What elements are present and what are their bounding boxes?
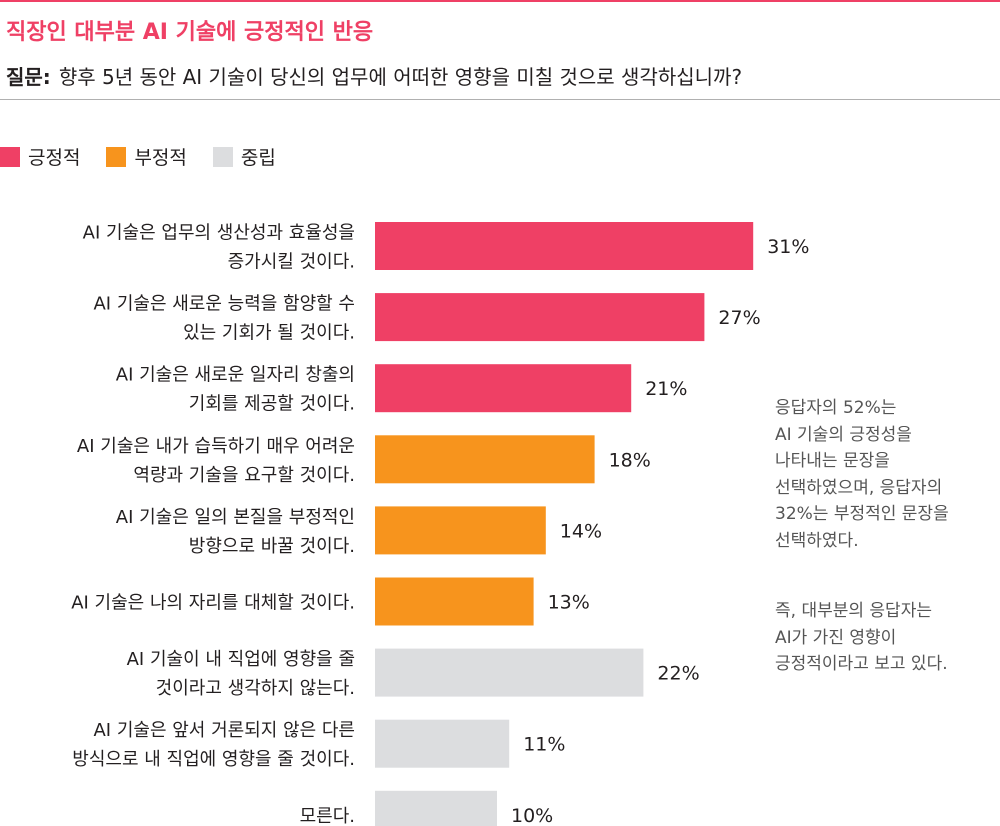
category-label: 증가시킬 것이다.	[228, 252, 355, 273]
category-label: 방향으로 바꿀 것이다.	[189, 536, 355, 557]
bar	[375, 506, 546, 555]
category-label: AI 기술은 새로운 일자리 창출의	[116, 365, 355, 386]
legend-swatch-negative	[106, 146, 127, 167]
category-label: AI 기술은 업무의 생산성과 효율성을	[83, 223, 355, 244]
divider	[0, 99, 1000, 100]
annotation-note-1: 응답자의 52%는 AI 기술의 긍정성을 나타내는 문장을 선택하였으며, 응…	[775, 395, 1000, 554]
question: 질문: 향후 5년 동안 AI 기술이 당신의 업무에 어떠한 영향을 미칠 것으…	[6, 61, 742, 90]
note-line: 즉, 대부분의 응답자는	[775, 601, 932, 621]
category-label: 기회를 제공할 것이다.	[189, 394, 355, 415]
data-label: 27%	[718, 307, 760, 329]
question-label: 질문:	[6, 65, 51, 89]
category-label: 것이라고 생각하지 않는다.	[156, 678, 355, 699]
legend-label-positive: 긍정적	[28, 147, 81, 169]
category-label: AI 기술은 일의 본질을 부정적인	[116, 507, 355, 528]
data-label: 14%	[560, 520, 602, 542]
chart-title: 직장인 대부분 AI 기술에 긍정적인 반응	[6, 20, 374, 45]
bar	[375, 790, 497, 826]
top-accent-rule	[0, 0, 1000, 2]
note-line: AI 기술의 긍정성을	[775, 424, 912, 445]
category-label: AI 기술은 내가 습득하기 매우 어려운	[77, 436, 355, 457]
bar	[375, 222, 754, 270]
category-label: 있는 기회가 될 것이다.	[183, 323, 355, 344]
category-label: AI 기술이 내 직업에 영향을 줄	[127, 649, 355, 670]
bar	[375, 577, 534, 626]
note-line: 선택하였다.	[775, 530, 859, 551]
data-label: 10%	[511, 805, 553, 826]
bar	[375, 293, 705, 342]
annotation-note-2: 즉, 대부분의 응답자는 AI가 가진 영향이 긍정적이라고 보고 있다.	[775, 598, 1000, 678]
category-label: 방식으로 내 직업에 영향을 줄 것이다.	[72, 749, 355, 770]
category-label: AI 기술은 새로운 능력을 함양할 수	[93, 294, 355, 315]
legend-item-neutral: 중립	[212, 143, 276, 170]
bar	[375, 648, 644, 697]
data-label: 11%	[523, 734, 565, 756]
legend-swatch-neutral	[212, 146, 233, 167]
data-label: 21%	[645, 378, 687, 400]
category-label: AI 기술은 앞서 거론되지 않은 다른	[93, 720, 355, 741]
data-label: 13%	[548, 592, 590, 614]
bar	[375, 719, 510, 768]
note-line: 32%는 부정적인 문장을	[775, 504, 949, 524]
legend-label-neutral: 중립	[240, 147, 276, 169]
bar	[375, 435, 595, 484]
category-label: 역량과 기술을 요구할 것이다.	[133, 465, 355, 486]
category-label: AI 기술은 나의 자리를 대체할 것이다.	[71, 593, 355, 614]
data-label: 18%	[609, 449, 651, 471]
question-text: 향후 5년 동안 AI 기술이 당신의 업무에 어떠한 영향을 미칠 것으로 생…	[58, 65, 743, 89]
note-line: 응답자의 52%는	[775, 398, 897, 418]
category-label: 모른다.	[300, 806, 355, 826]
note-line: 선택하였으며, 응답자의	[775, 477, 943, 498]
legend-label-negative: 부정적	[134, 147, 187, 169]
note-line: AI가 가진 영향이	[775, 627, 897, 648]
data-label: 31%	[767, 236, 809, 258]
legend-item-positive: 긍정적	[0, 143, 80, 170]
bar	[375, 364, 632, 413]
note-line: 긍정적이라고 보고 있다.	[775, 654, 948, 674]
legend-swatch-positive	[0, 146, 20, 167]
data-label: 22%	[657, 663, 699, 685]
note-line: 나타내는 문장을	[775, 451, 890, 471]
legend-item-negative: 부정적	[106, 143, 187, 170]
legend: 긍정적 부정적 중립	[0, 143, 302, 170]
